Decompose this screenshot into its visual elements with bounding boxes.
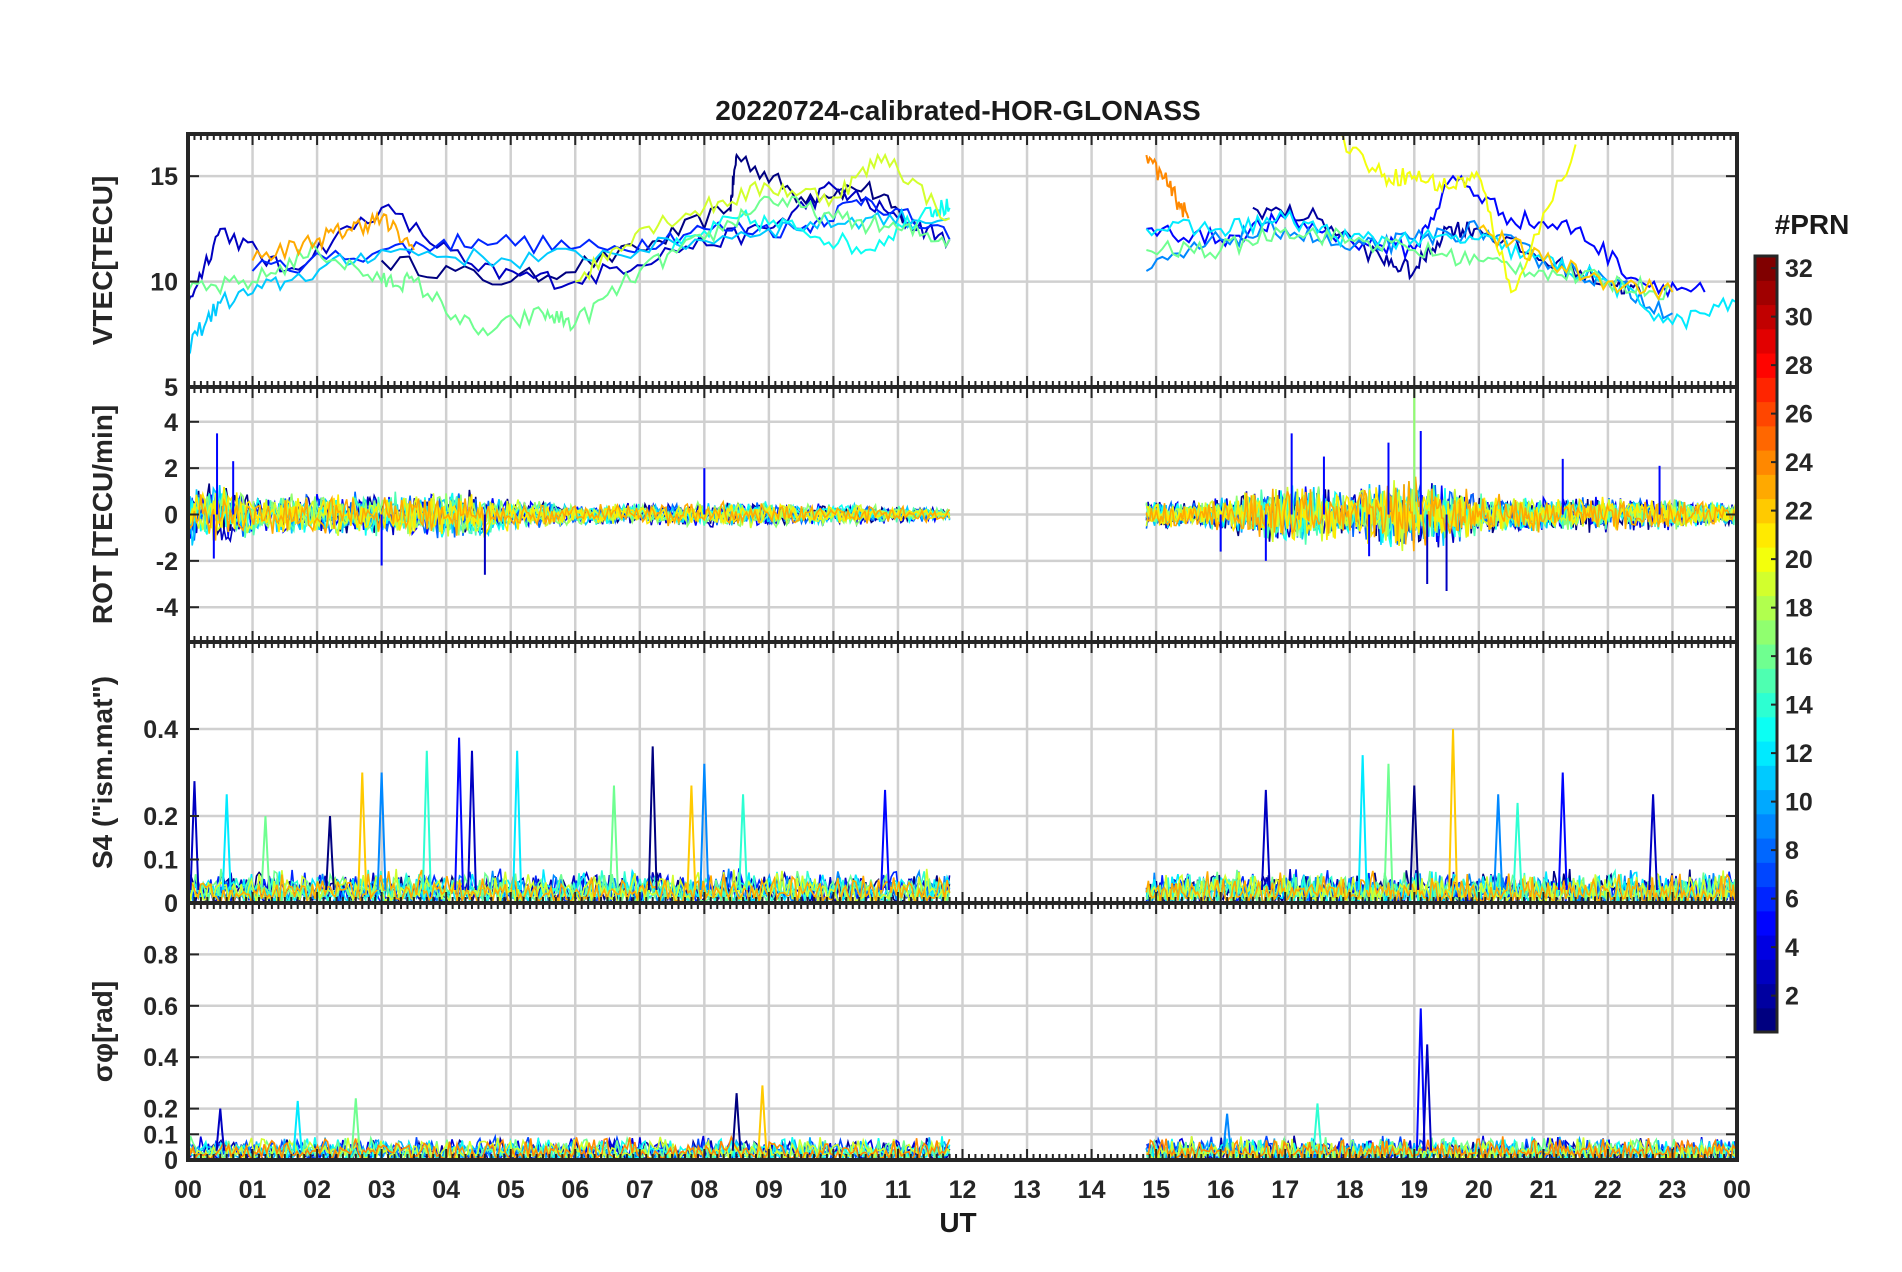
colorbar-tick-label: 16 [1785,643,1813,671]
colorbar-swatch [1755,765,1777,790]
x-tick-label: 05 [497,1176,525,1204]
panel-vtec: 5 10 15 VTEC[TECU] [87,133,1737,402]
colorbar-label: #PRN [1775,209,1850,240]
y-tick-label: 0 [164,890,178,918]
y-tick-label: -2 [156,548,178,576]
y-tick-label: 0.4 [143,1044,178,1072]
x-tick-label: 20 [1465,1176,1493,1204]
x-tick-label: 21 [1529,1176,1557,1204]
y-tick-label: 0.1 [143,1121,178,1149]
colorbar-tick-label: 30 [1785,304,1813,332]
x-tick-label: 22 [1594,1176,1622,1204]
colorbar-tick-label: 26 [1785,401,1813,429]
x-tick-label: 02 [303,1176,331,1204]
colorbar-swatch [1755,523,1777,548]
colorbar-swatch [1755,571,1777,596]
colorbar-swatch [1755,862,1777,887]
colorbar-swatch [1755,620,1777,645]
colorbar-swatch [1755,280,1777,305]
x-tick-label: 15 [1142,1176,1170,1204]
colorbar-swatch [1755,474,1777,499]
x-tick-label: 04 [432,1176,460,1204]
y-tick-label: 2 [164,455,178,483]
colorbar-tick-label: 18 [1785,595,1813,623]
x-tick-label: 09 [755,1176,783,1204]
colorbar-tick-label: 14 [1785,692,1813,720]
y-axis-label-vtec: VTEC[TECU] [87,176,118,346]
chart-title: 20220724-calibrated-HOR-GLONASS [715,95,1201,126]
colorbar-tick-label: 4 [1785,934,1799,962]
x-tick-label: 19 [1400,1176,1428,1204]
colorbar-swatch [1755,329,1777,354]
x-tick-label: 01 [239,1176,267,1204]
colorbar-tick-label: 28 [1785,352,1813,380]
panel-rot: -4 -2 0 2 4 ROT [TECU/min] [87,387,1737,642]
colorbar-swatch [1755,1008,1777,1033]
colorbar-swatch [1755,426,1777,451]
colorbar-tick-label: 6 [1785,886,1799,914]
y-tick-label: 0.2 [143,803,178,831]
y-tick-label: 0.4 [143,716,178,744]
x-tick-label: 23 [1659,1176,1687,1204]
x-tick-label: 00 [174,1176,202,1204]
x-tick-label: 10 [820,1176,848,1204]
colorbar-swatch [1755,959,1777,984]
y-tick-label: 0 [164,502,178,530]
x-tick-label: 00 [1723,1176,1751,1204]
colorbar-tick-label: 2 [1785,983,1799,1011]
y-tick-label: 4 [164,409,178,437]
x-tick-label: 07 [626,1176,654,1204]
panel-sigma_phi: 00.10.2 0.4 0.6 0.8 σφ[rad] [87,903,1737,1175]
panel-s4: 0 0.1 0.2 0.4 S4 ("ism.mat") [87,642,1737,918]
colorbar-swatch [1755,911,1777,936]
x-tick-labels: 00 01 02 03 04 05 06 07 08 09 10 11 12 13 14 15 16 17 18 19… [174,1176,1751,1204]
y-tick-label: 0.1 [143,847,178,875]
colorbar-tick-label: 22 [1785,498,1813,526]
x-tick-label: 08 [690,1176,718,1204]
colorbar-swatch [1755,377,1777,402]
y-tick-label: 0.6 [143,993,178,1021]
colorbar-tick-label: 8 [1785,837,1799,865]
y-tick-label: 5 [164,374,178,402]
colorbar-swatch [1755,814,1777,839]
colorbar-swatch [1755,717,1777,742]
y-axis-label-s4: S4 ("ism.mat") [87,676,118,869]
colorbar-tick-label: 32 [1785,255,1813,283]
colorbar-tick-label: 12 [1785,740,1813,768]
x-tick-label: 12 [949,1176,977,1204]
colorbar-swatch [1755,668,1777,693]
x-tick-label: 06 [561,1176,589,1204]
x-axis-label: UT [939,1207,976,1238]
x-tick-label: 17 [1271,1176,1299,1204]
y-axis-label-sigma_phi: σφ[rad] [87,981,118,1082]
y-tick-label: 0.8 [143,941,178,969]
y-tick-label: -4 [156,594,178,622]
colorbar-tick-label: 24 [1785,449,1813,477]
colorbar-tick-label: 20 [1785,546,1813,574]
x-tick-label: 11 [885,1176,912,1204]
y-tick-label: 0 [164,1147,178,1175]
y-tick-label: 0.2 [143,1096,178,1124]
y-axis-label-rot: ROT [TECU/min] [87,405,118,624]
colorbar-tick-label: 10 [1785,789,1813,817]
y-tick-label: 15 [150,163,178,191]
x-tick-label: 18 [1336,1176,1364,1204]
x-tick-label: 16 [1207,1176,1235,1204]
x-tick-label: 14 [1078,1176,1106,1204]
y-tick-label: 10 [150,269,178,297]
x-tick-label: 13 [1013,1176,1041,1204]
x-tick-label: 03 [368,1176,396,1204]
